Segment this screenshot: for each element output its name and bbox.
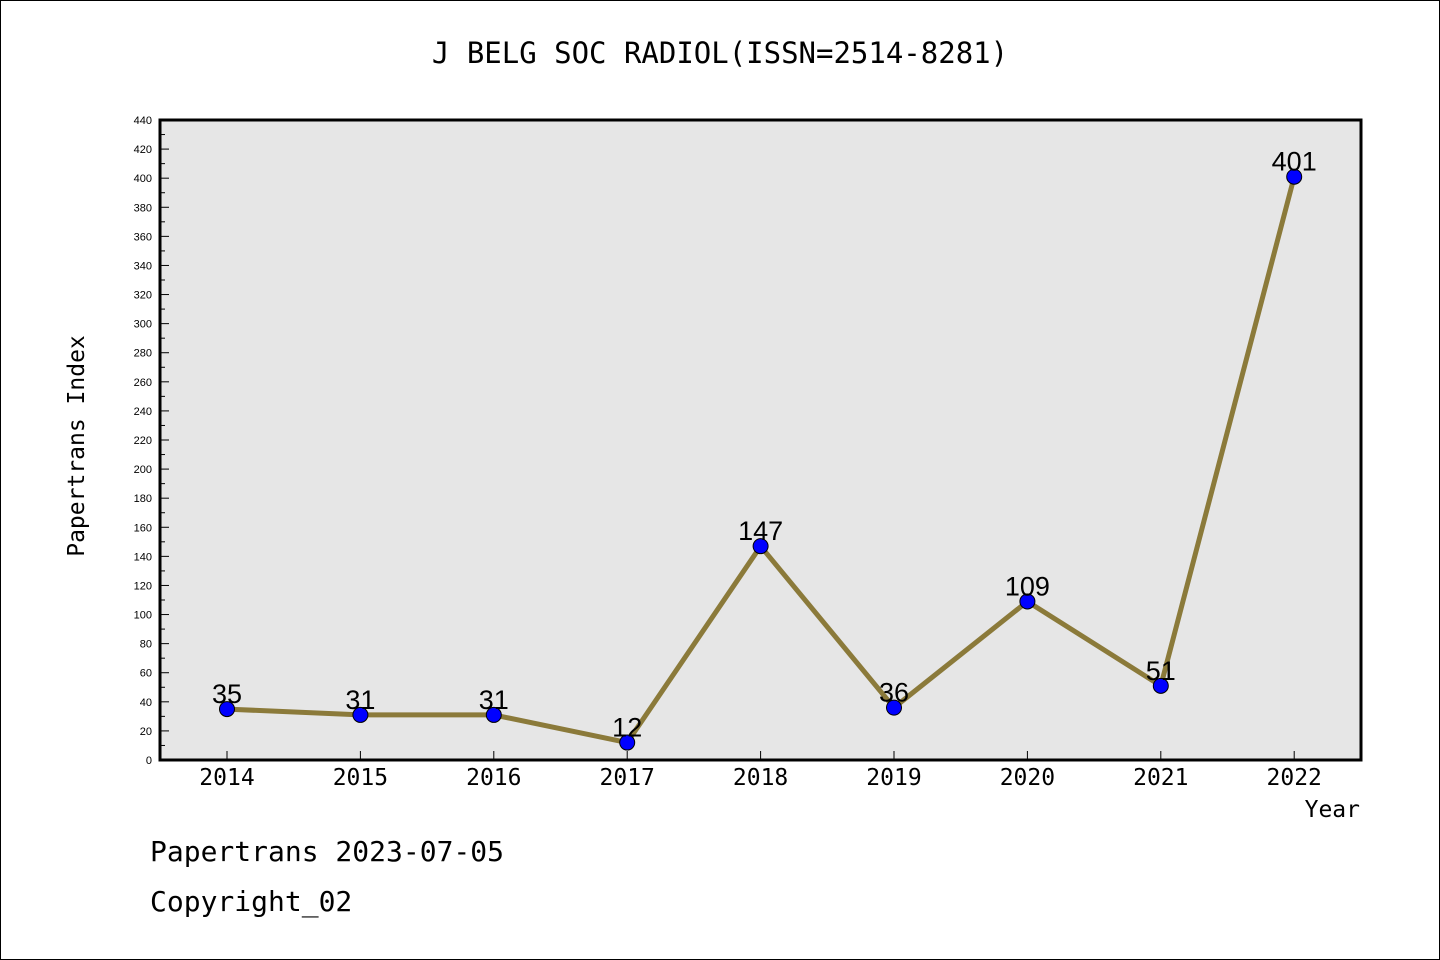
- data-point: [886, 699, 902, 716]
- data-label: 51: [1146, 656, 1176, 686]
- data-label: 36: [879, 678, 909, 708]
- x-tick-label: 2022: [1267, 765, 1322, 791]
- y-tick-label: 300: [134, 319, 152, 331]
- chart-title: J BELG SOC RADIOL(ISSN=2514-8281): [431, 36, 1009, 70]
- y-tick-label: 320: [134, 290, 152, 302]
- data-label: 109: [1005, 571, 1050, 601]
- y-tick-label: 160: [134, 522, 152, 534]
- y-tick-label: 380: [134, 202, 152, 214]
- x-tick-label: 2018: [733, 765, 788, 791]
- y-tick-label: 80: [140, 639, 152, 651]
- y-tick-label: 220: [134, 435, 152, 447]
- y-tick-label: 280: [134, 348, 152, 360]
- data-label: 31: [345, 685, 375, 715]
- x-tick-label: 2019: [866, 765, 921, 791]
- data-point: [619, 734, 636, 751]
- plot-area: [160, 120, 1361, 760]
- y-tick-label: 360: [134, 231, 152, 243]
- y-tick-label: 140: [134, 551, 152, 563]
- y-tick-label: 200: [134, 464, 152, 476]
- y-tick-label: 120: [134, 580, 152, 592]
- footer-date: Papertrans 2023-07-05: [150, 835, 505, 868]
- data-label: 147: [738, 516, 783, 546]
- x-axis-label: Year: [1304, 797, 1360, 823]
- data-point: [752, 538, 769, 555]
- x-tick-label: 2020: [1000, 765, 1055, 791]
- y-tick-label: 180: [134, 493, 152, 505]
- y-tick-label: 440: [134, 115, 152, 127]
- y-tick-label: 420: [134, 144, 152, 156]
- data-label: 35: [212, 679, 242, 709]
- y-tick-label: 260: [134, 377, 152, 389]
- data-label: 401: [1272, 147, 1317, 177]
- data-label: 31: [479, 685, 509, 715]
- x-tick-label: 2015: [333, 765, 388, 791]
- data-point: [219, 701, 235, 718]
- x-tick-label: 2014: [199, 765, 254, 791]
- y-tick-label: 340: [134, 260, 152, 272]
- x-tick-label: 2016: [466, 765, 521, 791]
- data-point: [1286, 168, 1303, 185]
- footer-copyright: Copyright_02: [150, 885, 353, 918]
- y-tick-label: 400: [134, 173, 152, 185]
- plot-border: [158, 118, 1363, 762]
- x-tick-label: 2021: [1133, 765, 1188, 791]
- data-point: [1152, 677, 1169, 694]
- y-tick-label: 240: [134, 406, 152, 418]
- y-tick-label: 0: [146, 755, 152, 767]
- data-label: 12: [612, 713, 642, 743]
- y-tick-label: 20: [140, 726, 152, 738]
- data-point: [485, 706, 502, 723]
- y-tick-label: 60: [140, 668, 152, 680]
- data-point: [352, 706, 369, 723]
- x-tick-label: 2017: [600, 765, 655, 791]
- y-tick-label: 100: [134, 610, 152, 622]
- y-tick-label: 40: [140, 697, 152, 709]
- data-point: [1019, 593, 1036, 610]
